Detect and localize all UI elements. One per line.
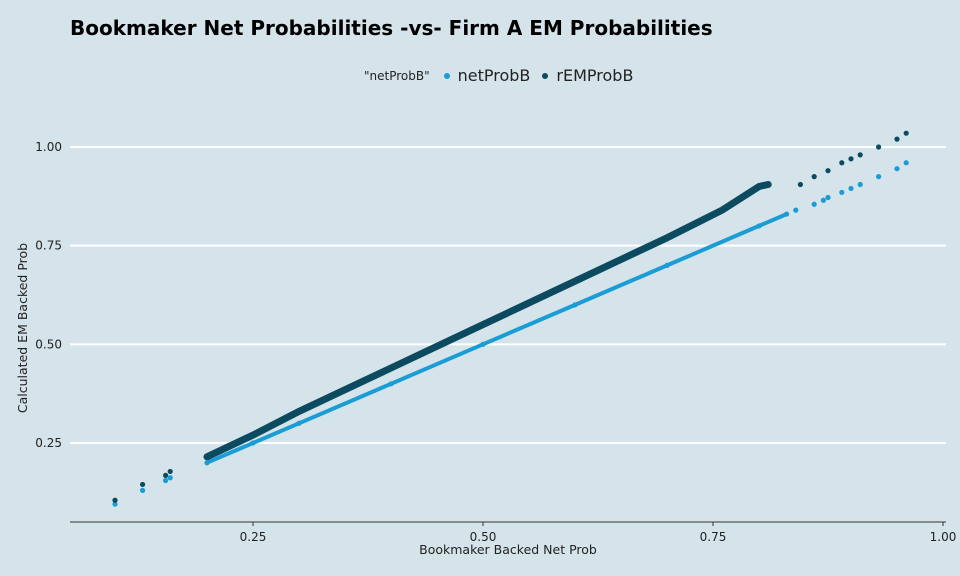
x-axis-title: Bookmaker Backed Net Prob	[419, 542, 597, 557]
point-netProbB-4	[204, 460, 210, 466]
point-netProbB-3	[167, 475, 173, 481]
point-netProbB-12	[784, 211, 790, 217]
point-rEMProbB-3	[167, 468, 173, 475]
point-netProbB-21	[894, 166, 900, 172]
band-remprobb	[203, 181, 772, 461]
point-rEMProbB-21	[876, 144, 882, 150]
point-netProbB-17	[839, 189, 845, 195]
point-rEMProbB-23	[903, 130, 909, 136]
point-netProbB-5	[250, 440, 256, 446]
x-tick-label-0: 0.25	[240, 530, 267, 544]
x-tick-label-2: 0.75	[700, 530, 727, 544]
chart-title: Bookmaker Net Probabilities -vs- Firm A …	[70, 16, 713, 40]
point-netProbB-18	[848, 185, 854, 192]
point-netProbB-7	[388, 381, 394, 387]
x-ticks: 0.25 0.50 0.75 1.00	[240, 522, 957, 544]
point-rEMProbB-5	[250, 432, 256, 438]
point-netProbB-20	[876, 174, 882, 180]
point-rEMProbB-9	[572, 278, 578, 284]
point-rEMProbB-17	[825, 168, 831, 174]
points	[112, 130, 909, 507]
point-netProbB-6	[296, 420, 302, 426]
y-axis-title: Calculated EM Backed Prob	[15, 243, 30, 413]
legend-title: "netProbB"	[364, 68, 430, 83]
point-rEMProbB-2	[163, 472, 169, 478]
band-netprobb	[205, 212, 789, 465]
band-netProbB	[205, 212, 789, 465]
y-tick-label-3: 1.00	[35, 140, 62, 154]
legend-item-remprobb: rEMProbB	[542, 66, 633, 85]
point-netProbB-11	[756, 223, 762, 229]
x-tick-label-3: 1.00	[930, 530, 957, 544]
point-netProbB-13	[793, 207, 799, 213]
y-tick-label-2: 0.75	[35, 239, 62, 253]
y-ticks: 0.25 0.50 0.75 1.00	[35, 140, 62, 450]
point-netProbB-14	[811, 201, 817, 207]
point-rEMProbB-12	[738, 195, 744, 201]
band-rEMProbB	[203, 181, 772, 461]
point-rEMProbB-0	[112, 497, 118, 503]
legend-label-netprobb: netProbB	[457, 66, 531, 85]
legend-swatch-remprobb	[542, 72, 549, 79]
grid	[70, 146, 946, 444]
point-rEMProbB-11	[719, 207, 725, 213]
point-rEMProbB-7	[388, 365, 394, 371]
legend-label-remprobb: rEMProbB	[556, 66, 634, 85]
y-tick-label-1: 0.50	[35, 337, 62, 351]
legend: "netProbB" netProbB rEMProbB	[364, 66, 645, 85]
point-rEMProbB-6	[296, 408, 302, 415]
point-rEMProbB-8	[480, 322, 486, 328]
y-tick-label-0: 0.25	[35, 436, 62, 450]
point-netProbB-0	[112, 501, 118, 507]
point-netProbB-10	[664, 262, 670, 268]
point-rEMProbB-18	[839, 160, 845, 166]
x-tick-label-1: 0.50	[470, 530, 497, 544]
point-rEMProbB-19	[848, 156, 854, 162]
point-rEMProbB-10	[664, 235, 670, 241]
point-netProbB-22	[903, 160, 909, 166]
legend-swatch-netprobb	[443, 72, 450, 79]
point-rEMProbB-15	[797, 181, 804, 188]
point-rEMProbB-14	[765, 181, 771, 188]
point-rEMProbB-16	[811, 174, 817, 180]
point-netProbB-15	[820, 197, 827, 203]
point-netProbB-2	[163, 477, 169, 484]
legend-item-netprobb: netProbB	[443, 66, 531, 85]
point-netProbB-9	[572, 302, 578, 308]
point-rEMProbB-4	[204, 454, 210, 460]
point-netProbB-16	[825, 194, 831, 201]
point-rEMProbB-22	[894, 136, 900, 142]
point-rEMProbB-20	[857, 152, 863, 158]
point-netProbB-8	[480, 341, 486, 347]
point-rEMProbB-1	[140, 481, 146, 488]
point-netProbB-1	[140, 487, 146, 493]
point-rEMProbB-13	[756, 183, 762, 190]
point-netProbB-19	[857, 181, 863, 188]
